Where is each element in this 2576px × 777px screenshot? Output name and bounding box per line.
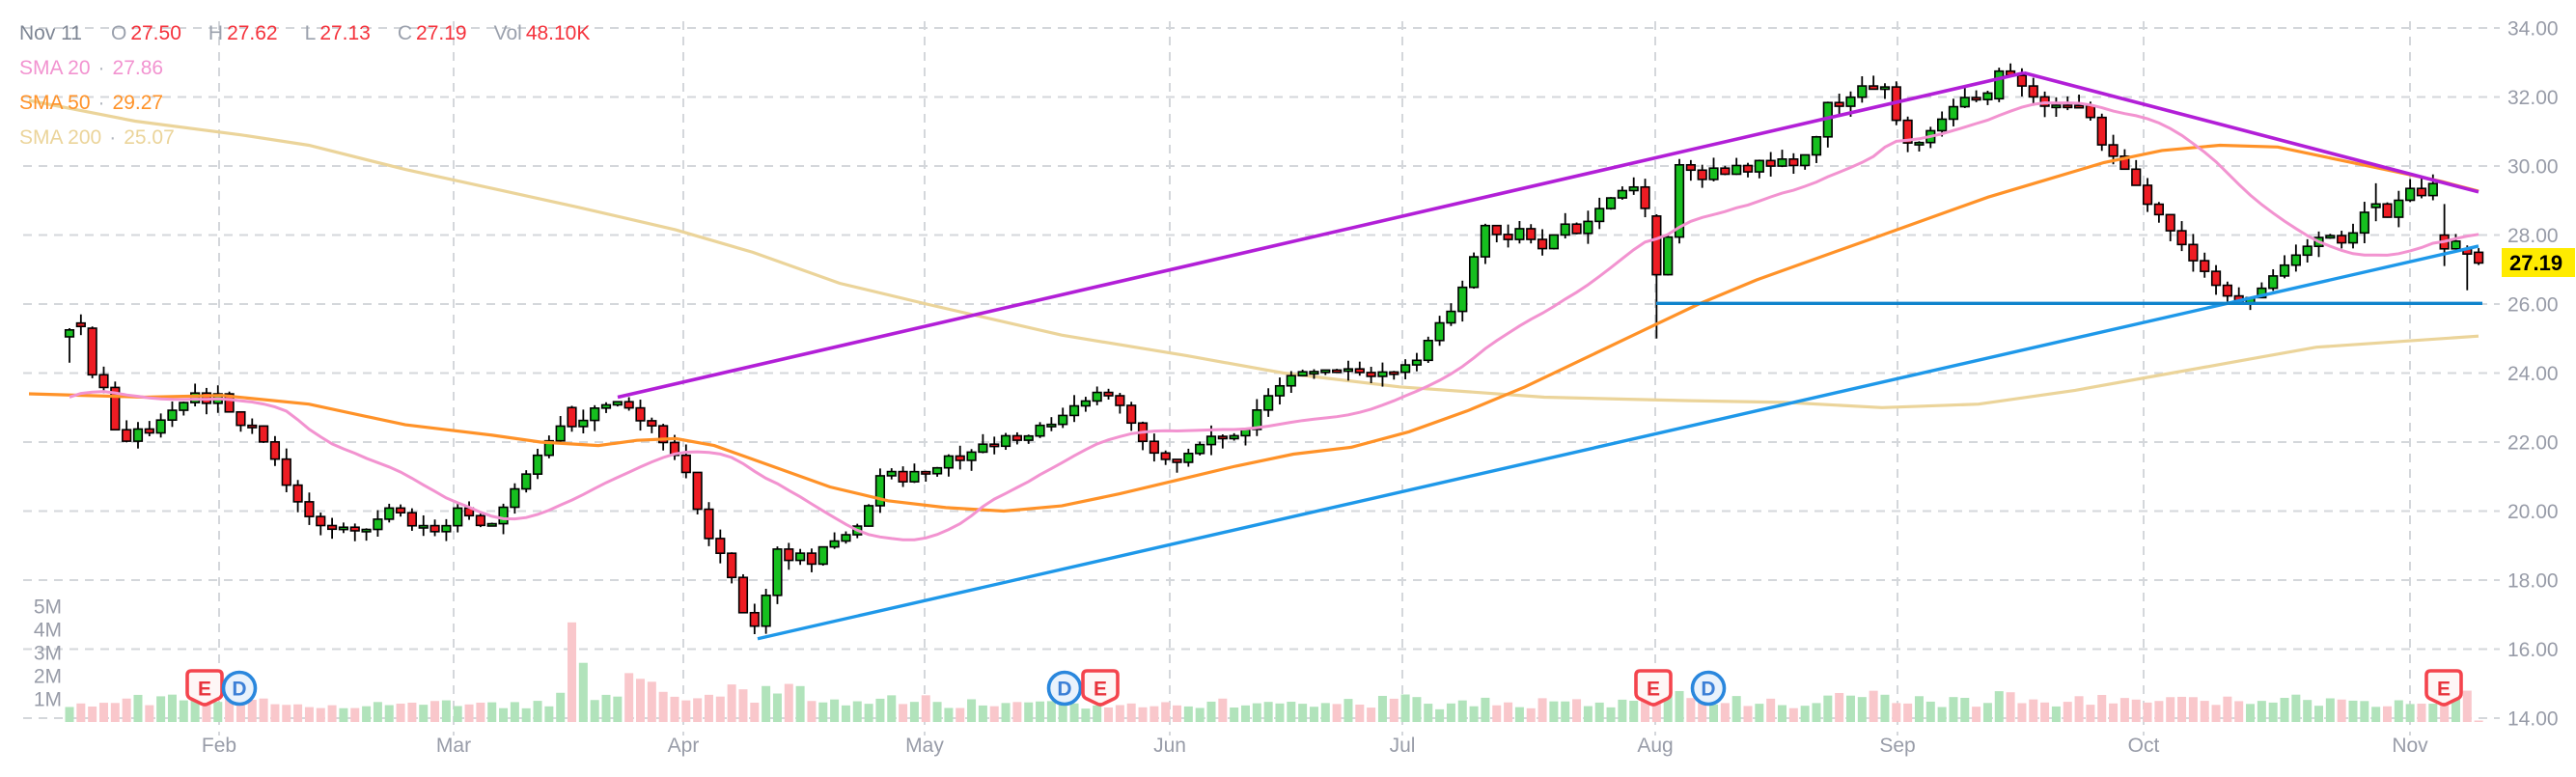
- ascending-trend-line[interactable]: [757, 244, 2479, 641]
- svg-text:Sep: Sep: [1879, 735, 1915, 757]
- svg-text:16.00: 16.00: [2507, 639, 2559, 661]
- earnings-badge[interactable]: E: [1081, 669, 1120, 707]
- sma50-line[interactable]: [28, 143, 2479, 513]
- svg-text:20.00: 20.00: [2507, 501, 2559, 523]
- ohlc-row: Nov 11 O 27.50 H 27.62 L 27.13 C 27.19 Vol 48.10K: [19, 23, 617, 43]
- sma50-legend: SMA 50 · 29.27: [19, 92, 164, 114]
- svg-text:Feb: Feb: [202, 735, 236, 757]
- high-readout: H 27.62: [208, 22, 278, 44]
- low-readout: L 27.13: [304, 22, 371, 44]
- falling-channel-line[interactable]: [2023, 70, 2479, 194]
- svg-text:Mar: Mar: [436, 735, 471, 757]
- svg-text:28.00: 28.00: [2507, 225, 2559, 247]
- svg-text:Apr: Apr: [668, 735, 700, 757]
- svg-text:30.00: 30.00: [2507, 156, 2559, 179]
- svg-text:Oct: Oct: [2128, 735, 2160, 757]
- svg-text:4M: 4M: [34, 620, 62, 642]
- svg-text:3M: 3M: [34, 643, 62, 665]
- svg-text:14.00: 14.00: [2507, 708, 2559, 731]
- svg-text:22.00: 22.00: [2507, 432, 2559, 455]
- dividend-badge[interactable]: D: [221, 670, 258, 707]
- sma20-line[interactable]: [69, 100, 2479, 541]
- earnings-badge[interactable]: E: [185, 669, 224, 707]
- gridlines: [23, 21, 2500, 735]
- time-axis[interactable]: Feb Mar Apr May Jun Jul Aug Sep Oct Nov: [202, 735, 2428, 757]
- svg-text:E: E: [198, 679, 211, 701]
- close-readout: C 27.19: [397, 22, 467, 44]
- volume-layer: [65, 622, 2483, 722]
- svg-text:24.00: 24.00: [2507, 363, 2559, 385]
- svg-text:May: May: [905, 735, 944, 757]
- svg-text:1M: 1M: [34, 689, 62, 711]
- open-readout: O 27.50: [110, 22, 181, 44]
- svg-text:34.00: 34.00: [2507, 18, 2559, 41]
- svg-text:32.00: 32.00: [2507, 87, 2559, 109]
- svg-text:D: D: [1057, 679, 1071, 701]
- svg-text:18.00: 18.00: [2507, 570, 2559, 593]
- svg-text:Aug: Aug: [1637, 735, 1673, 757]
- svg-text:2M: 2M: [34, 666, 62, 688]
- svg-text:26.00: 26.00: [2507, 294, 2559, 317]
- dividend-badge[interactable]: D: [1046, 670, 1083, 707]
- sma200-line[interactable]: [28, 98, 2479, 409]
- earnings-badge[interactable]: E: [1634, 669, 1673, 707]
- svg-text:E: E: [1094, 679, 1107, 701]
- svg-text:Jun: Jun: [1153, 735, 1186, 757]
- svg-text:D: D: [232, 679, 246, 701]
- price-axis[interactable]: 34.00 32.00 30.00 28.00 26.00 24.00 22.00 20.00…: [2507, 18, 2559, 731]
- svg-text:Jul: Jul: [1390, 735, 1416, 757]
- svg-text:Nov: Nov: [2392, 735, 2428, 757]
- bar-date: Nov 11: [19, 22, 82, 44]
- rising-channel-line[interactable]: [617, 70, 2025, 400]
- legend: Nov 11 O 27.50 H 27.62 L 27.13 C 27.19 Vol 48.10K …: [19, 23, 617, 162]
- svg-text:D: D: [1701, 679, 1715, 701]
- sma20-legend: SMA 20 · 27.86: [19, 57, 164, 79]
- svg-text:E: E: [2437, 679, 2451, 701]
- earnings-badge[interactable]: E: [2424, 669, 2463, 707]
- last-price-label: 27.19: [2502, 248, 2575, 277]
- svg-text:5M: 5M: [34, 597, 62, 619]
- svg-text:E: E: [1647, 679, 1660, 701]
- svg-text:27.19: 27.19: [2509, 251, 2562, 275]
- candlestick-layer: [64, 63, 2484, 635]
- dividend-badge[interactable]: D: [1690, 670, 1727, 707]
- sma200-legend: SMA 200 · 25.07: [19, 126, 175, 149]
- volume-readout: Vol 48.10K: [493, 22, 591, 44]
